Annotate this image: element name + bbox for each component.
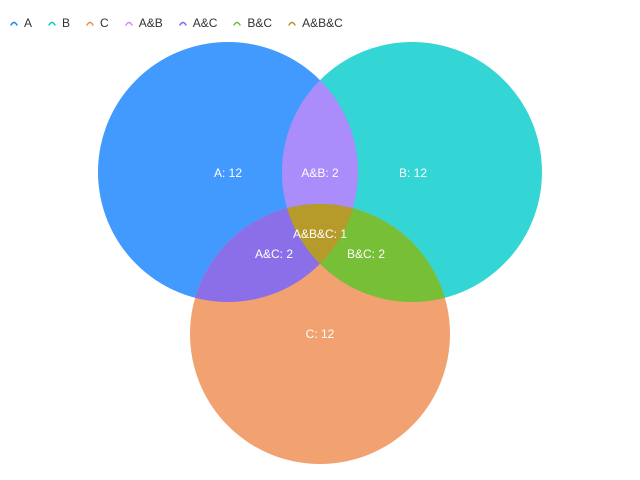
label-b: B: 12: [399, 166, 427, 180]
label-abc: A&B&C: 1: [293, 227, 347, 241]
legend-label: A&B: [138, 16, 163, 30]
legend: A B C A&B A&C B&C A&B&C: [10, 14, 343, 32]
legend-label: B: [62, 16, 71, 30]
set-bc-region[interactable]: [190, 204, 450, 464]
legend-label: B&C: [247, 16, 273, 30]
legend-marker-icon: [179, 21, 187, 26]
legend-marker-icon: [86, 21, 94, 26]
legend-item-a[interactable]: A: [10, 16, 32, 30]
legend-label: C: [100, 16, 109, 30]
label-ac: A&C: 2: [255, 247, 293, 261]
legend-item-ac[interactable]: A&C: [179, 16, 218, 30]
legend-label: A: [24, 16, 33, 30]
legend-label: A&C: [192, 16, 218, 30]
legend-item-abc[interactable]: A&B&C: [288, 16, 343, 30]
legend-item-b[interactable]: B: [48, 16, 70, 30]
set-ac-region[interactable]: [190, 204, 450, 464]
legend-marker-icon: [233, 21, 242, 26]
legend-item-c[interactable]: C: [86, 16, 109, 30]
legend-marker-icon: [125, 21, 133, 26]
label-bc: B&C: 2: [347, 247, 385, 261]
legend-marker-icon: [288, 21, 296, 26]
label-c: C: 12: [306, 327, 335, 341]
legend-marker-icon: [48, 21, 56, 26]
legend-marker-icon: [10, 21, 18, 26]
legend-item-ab[interactable]: A&B: [125, 16, 163, 30]
label-ab: A&B: 2: [301, 166, 339, 180]
legend-label: A&B&C: [302, 16, 343, 30]
label-a: A: 12: [214, 166, 242, 180]
legend-item-bc[interactable]: B&C: [233, 16, 272, 30]
